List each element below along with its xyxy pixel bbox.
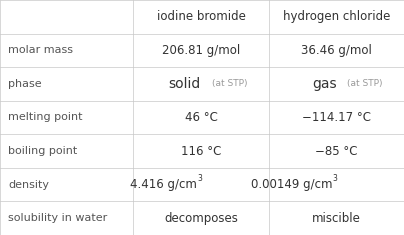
Text: 206.81 g/mol: 206.81 g/mol [162, 44, 240, 57]
Text: gas: gas [312, 77, 337, 91]
Text: 116 °C: 116 °C [181, 145, 221, 158]
Text: (at STP): (at STP) [212, 79, 247, 88]
Text: decomposes: decomposes [164, 212, 238, 225]
Text: 36.46 g/mol: 36.46 g/mol [301, 44, 372, 57]
Text: phase: phase [8, 79, 42, 89]
Text: molar mass: molar mass [8, 45, 73, 55]
Text: solid: solid [169, 77, 201, 91]
Text: density: density [8, 180, 49, 190]
Text: 3: 3 [197, 174, 202, 183]
Text: 4.416 g/cm: 4.416 g/cm [130, 178, 197, 191]
Text: (at STP): (at STP) [347, 79, 382, 88]
Text: 46 °C: 46 °C [185, 111, 217, 124]
Text: 3: 3 [332, 174, 337, 183]
Text: 0.00149 g/cm: 0.00149 g/cm [251, 178, 332, 191]
Text: iodine bromide: iodine bromide [157, 10, 245, 23]
Text: boiling point: boiling point [8, 146, 77, 156]
Text: −114.17 °C: −114.17 °C [302, 111, 371, 124]
Text: miscible: miscible [312, 212, 361, 225]
Text: solubility in water: solubility in water [8, 213, 107, 223]
Text: hydrogen chloride: hydrogen chloride [283, 10, 390, 23]
Text: −85 °C: −85 °C [315, 145, 358, 158]
Text: melting point: melting point [8, 113, 82, 122]
